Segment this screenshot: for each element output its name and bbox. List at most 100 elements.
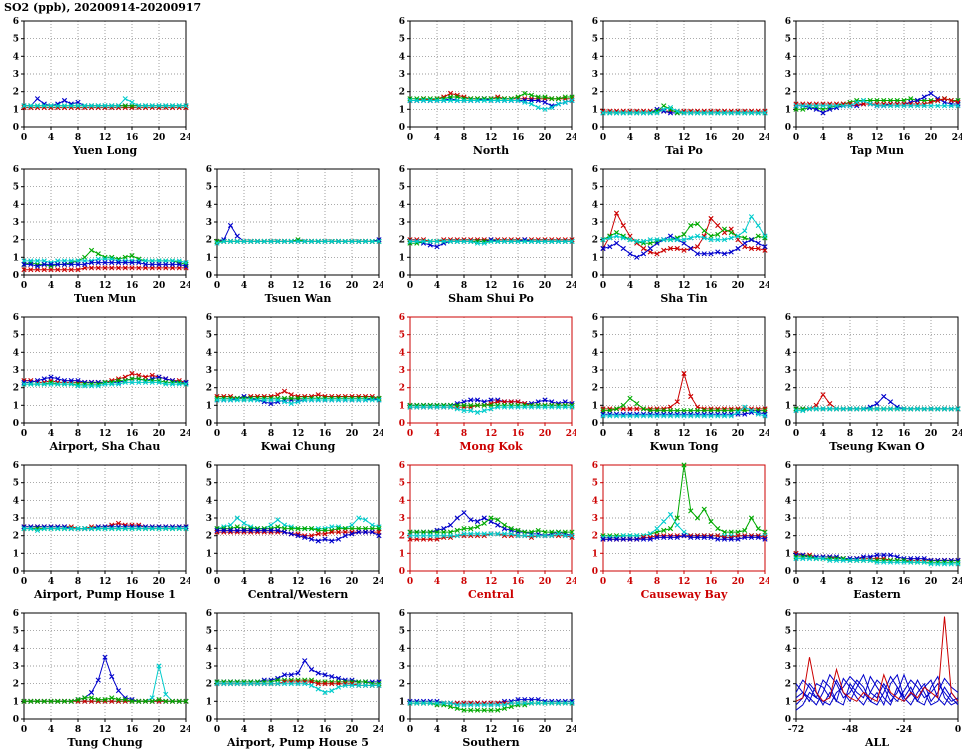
y-tick-label: 3	[592, 514, 598, 524]
y-tick-label: 1	[399, 401, 405, 411]
y-tick-label: 0	[592, 123, 598, 133]
series-markers-cyan	[600, 105, 768, 116]
y-tick-label: 0	[206, 271, 212, 281]
y-tick-label: 0	[592, 419, 598, 429]
y-tick-label: 2	[785, 88, 791, 98]
x-tick-label: 12	[99, 429, 112, 439]
y-tick-label: 1	[785, 549, 791, 559]
y-tick-label: 2	[13, 532, 19, 542]
y-tick-label: 6	[785, 313, 791, 323]
x-tick-label: 24	[759, 281, 769, 291]
series-markers-blue	[600, 533, 768, 542]
chart-tai-po: 0 1 2 3 4 5 6 0 4 8 12 16 20 24 Tai Po	[579, 13, 772, 161]
series-markers-green	[21, 695, 189, 704]
y-tick-label: 1	[592, 549, 598, 559]
y-tick-label: 5	[592, 35, 598, 45]
x-tick-label: 16	[705, 281, 718, 291]
x-tick-label: 0	[21, 133, 27, 143]
y-tick-label: 0	[206, 567, 212, 577]
x-tick-label: 0	[214, 281, 220, 291]
x-tick-label: 12	[871, 133, 884, 143]
y-tick-label: 0	[13, 123, 19, 133]
x-tick-label: 0	[21, 725, 27, 735]
y-tick-label: 1	[206, 253, 212, 263]
y-tick-label: 2	[399, 236, 405, 246]
x-tick-label: 24	[566, 281, 576, 291]
y-tick-label: 3	[399, 70, 405, 80]
x-tick-label: 8	[654, 133, 660, 143]
y-tick-label: 6	[785, 609, 791, 619]
x-tick-label: 20	[346, 725, 359, 735]
y-tick-label: 1	[206, 549, 212, 559]
x-tick-label: 12	[292, 429, 305, 439]
x-tick-label: 8	[268, 577, 274, 587]
x-tick-label: 8	[654, 577, 660, 587]
series-markers-blue	[214, 527, 382, 544]
chart-tsuen-wan: 0 1 2 3 4 5 6 0 4 8 12 16 20 24 Tsuen Wan	[193, 161, 386, 309]
series-markers-cyan	[214, 681, 382, 696]
y-tick-label: 1	[785, 401, 791, 411]
x-tick-label: 12	[678, 577, 691, 587]
y-tick-label: 2	[206, 532, 212, 542]
plot-all: 0 1 2 3 4 5 6 -72 -48 -24 0 ALL	[785, 609, 961, 749]
y-tick-label: 3	[399, 662, 405, 672]
y-tick-label: 1	[206, 697, 212, 707]
y-tick-label: 3	[206, 366, 212, 376]
series-cyan	[410, 100, 573, 110]
x-tick-label: 8	[461, 725, 467, 735]
y-tick-label: 6	[785, 17, 791, 27]
y-tick-label: 6	[399, 17, 405, 27]
y-tick-label: 0	[206, 715, 212, 725]
series-markers-blue	[21, 260, 189, 269]
y-tick-label: 6	[592, 17, 598, 27]
chart-title: Airport, Pump House 5	[226, 736, 369, 749]
x-tick-label: 16	[512, 577, 525, 587]
y-tick-label: 5	[399, 331, 405, 341]
x-tick-label: 12	[678, 133, 691, 143]
x-tick-label: 12	[99, 725, 112, 735]
y-tick-label: 5	[13, 35, 19, 45]
chart-sha-tin: 0 1 2 3 4 5 6 0 4 8 12 16 20 24 Sha Tin	[579, 161, 772, 309]
series-blue-3	[795, 673, 959, 707]
y-tick-label: 2	[399, 88, 405, 98]
y-tick-label: 6	[206, 609, 212, 619]
y-tick-label: 3	[399, 218, 405, 228]
series-markers-green	[214, 395, 382, 401]
y-tick-label: 1	[592, 401, 598, 411]
x-tick-label: 0	[21, 429, 27, 439]
x-tick-label: 8	[847, 133, 853, 143]
x-tick-label: 8	[75, 281, 81, 291]
x-tick-label: 16	[126, 281, 139, 291]
x-tick-label: 24	[180, 725, 190, 735]
y-tick-label: 6	[13, 17, 19, 27]
chart-yuen-long: 0 1 2 3 4 5 6 0 4 8 12 16 20 24 Yuen Long	[0, 13, 193, 161]
x-tick-label: 12	[485, 429, 498, 439]
y-tick-label: 3	[592, 70, 598, 80]
y-tick-label: 6	[399, 609, 405, 619]
chart-title: Mong Kok	[459, 440, 523, 453]
y-tick-label: 0	[592, 567, 598, 577]
series-markers-green	[214, 677, 382, 687]
series-markers-blue	[600, 409, 768, 417]
x-tick-label: 12	[678, 429, 691, 439]
series-markers-cyan	[21, 379, 189, 389]
x-tick-label: 24	[373, 577, 383, 587]
y-tick-label: 0	[13, 419, 19, 429]
x-tick-label: 20	[539, 577, 552, 587]
x-tick-label: 0	[407, 429, 413, 439]
y-tick-label: 1	[13, 401, 19, 411]
chart-title: Tai Po	[665, 144, 703, 157]
x-tick-label: 16	[512, 725, 525, 735]
y-tick-label: 1	[399, 697, 405, 707]
chart-title: Tap Mun	[850, 144, 904, 157]
y-tick-label: 6	[13, 313, 19, 323]
x-tick-label: 20	[732, 281, 745, 291]
y-tick-label: 4	[399, 52, 405, 62]
y-tick-label: 3	[592, 218, 598, 228]
x-tick-label: 4	[241, 725, 247, 735]
y-tick-label: 5	[206, 331, 212, 341]
